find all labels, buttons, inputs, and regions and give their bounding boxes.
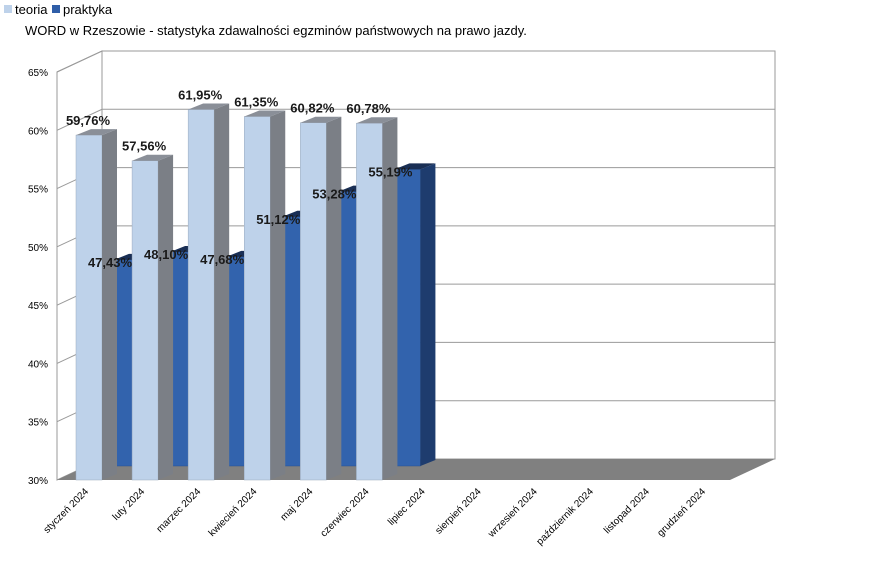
- bar-teoria: [300, 116, 342, 481]
- legend-swatch-praktyka: [52, 5, 60, 13]
- y-tick-label: 60%: [28, 126, 48, 137]
- x-category-label: lipiec 2024: [386, 486, 428, 528]
- bar-front: [187, 109, 215, 481]
- data-label-teoria: 61,95%: [178, 88, 223, 103]
- bar-front: [75, 134, 103, 481]
- bar-teoria: [131, 154, 174, 481]
- legend: teoria praktyka: [4, 2, 113, 17]
- x-category-label: sierpień 2024: [433, 486, 484, 537]
- y-tick-label: 55%: [28, 185, 48, 196]
- x-category-label: kwiecień 2024: [207, 486, 260, 539]
- data-label-praktyka: 53,28%: [312, 187, 357, 202]
- bar-front: [394, 169, 421, 467]
- bar-side: [326, 116, 342, 480]
- y-tick-label: 40%: [28, 359, 48, 370]
- bar-teoria: [187, 103, 230, 481]
- x-category-label: październik 2024: [535, 486, 597, 548]
- bar-front: [244, 116, 271, 481]
- bar-top: [244, 110, 286, 117]
- data-label-praktyka: 51,12%: [256, 212, 301, 227]
- x-category-label: listopad 2024: [602, 486, 652, 536]
- bar-side: [420, 163, 436, 466]
- y-tick-label: 65%: [28, 68, 48, 79]
- bar-top: [132, 154, 174, 161]
- data-label-praktyka: 47,68%: [200, 252, 245, 267]
- bar-top: [76, 129, 117, 136]
- bar-praktyka: [394, 163, 436, 467]
- data-label-teoria: 60,82%: [290, 101, 335, 116]
- bar-teoria: [244, 110, 286, 481]
- legend-swatch-teoria: [4, 5, 12, 13]
- y-tick-label: 45%: [28, 301, 48, 312]
- bar-side: [102, 129, 117, 480]
- data-label-praktyka: 47,43%: [88, 255, 133, 270]
- bar-teoria: [356, 117, 398, 481]
- plot-area: 30% 35% 40% 45% 50% 55% 60% 65% 47,43% 59,76% 48,1…: [28, 50, 776, 548]
- gridline: [56, 50, 775, 73]
- y-tick-label: 35%: [28, 418, 48, 429]
- bar-side: [214, 103, 230, 480]
- bar-side: [382, 117, 398, 480]
- x-category-label: wrzesień 2024: [486, 486, 540, 540]
- x-category-label: grudzień 2024: [655, 486, 708, 539]
- x-category-label: marzec 2024: [155, 486, 204, 535]
- x-category-label: luty 2024: [111, 486, 148, 523]
- bar-side: [270, 110, 286, 480]
- chart-title: WORD w Rzeszowie - statystyka zdawalnośc…: [25, 23, 527, 38]
- y-tick-label: 50%: [28, 243, 48, 254]
- data-label-teoria: 60,78%: [346, 101, 391, 116]
- x-category-label: styczeń 2024: [42, 486, 92, 536]
- bar-top: [188, 103, 230, 110]
- data-label-teoria: 61,35%: [234, 95, 279, 110]
- bar-top: [394, 163, 436, 170]
- bar-teoria: [75, 129, 117, 481]
- data-label-praktyka: 48,10%: [144, 247, 189, 262]
- data-label-teoria: 57,56%: [122, 139, 167, 154]
- x-category-label: czerwiec 2024: [319, 486, 372, 539]
- bar-top: [300, 116, 342, 123]
- data-label-praktyka: 55,19%: [368, 164, 413, 179]
- y-tick-label: 30%: [28, 476, 48, 487]
- data-label-teoria: 59,76%: [66, 113, 111, 128]
- bar-side: [158, 154, 174, 481]
- bar-front: [300, 122, 327, 481]
- gridline: [56, 108, 775, 131]
- legend-label-praktyka: praktyka: [63, 2, 113, 17]
- bar-top: [356, 117, 398, 124]
- x-category-label: maj 2024: [279, 486, 316, 523]
- bar-front: [131, 160, 159, 481]
- legend-label-teoria: teoria: [15, 2, 48, 17]
